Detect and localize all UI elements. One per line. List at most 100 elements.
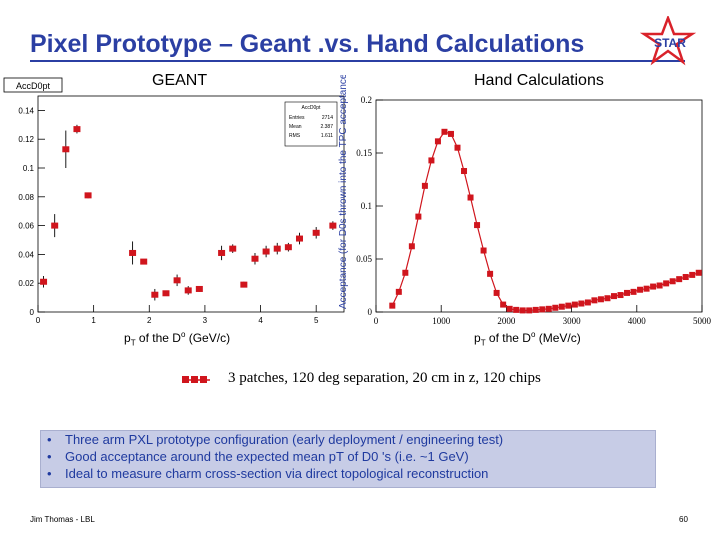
hand-data-point	[650, 283, 657, 290]
geant-data-point	[162, 290, 170, 297]
geant-data-point	[240, 281, 248, 288]
hand-data-point	[676, 276, 683, 283]
hand-data-point	[689, 271, 696, 278]
footer-author: Jim Thomas - LBL	[30, 515, 95, 524]
geant-y-tick-label: 0.02	[18, 279, 34, 288]
hand-data-point	[565, 302, 572, 309]
hand-data-point	[617, 292, 624, 299]
hand-data-point	[434, 138, 441, 145]
geant-axes: 0 0.02 0.04 0.06 0.08 0.1 0.12 0.14 0 1 2 3 4 5	[18, 106, 319, 325]
geant-data-point	[184, 287, 192, 294]
geant-x-axis-label: pT of the Do (GeV/c)	[124, 330, 231, 348]
hand-data-point	[578, 300, 585, 307]
legend-marker	[182, 376, 210, 383]
geant-x-tick-label: 3	[203, 316, 208, 325]
star-logo-icon	[640, 16, 696, 66]
hand-axes: 0 0.05 0.1 0.15 0.2 0 1000 2000 3000 4000 5000	[356, 95, 711, 326]
geant-data-point	[151, 291, 159, 298]
hand-data-point	[487, 270, 494, 277]
hand-x-tick-label: 0	[374, 316, 379, 326]
geant-y-tick-label: 0.08	[18, 193, 34, 202]
legend-square-2	[191, 376, 198, 383]
legend-square-1	[182, 376, 189, 383]
stats-entries-value: 2714	[322, 115, 333, 121]
stats-mean-label: Mean	[289, 124, 302, 130]
hand-x-tick-label: 2000	[497, 316, 516, 326]
hand-data-point	[552, 304, 559, 311]
hand-data-point	[447, 130, 454, 137]
stats-rms-label: RMS	[289, 133, 301, 139]
geant-x-tick-label: 1	[91, 316, 96, 325]
hand-data-point	[415, 213, 422, 220]
hand-data-point	[597, 296, 604, 303]
hand-data-point	[467, 194, 474, 201]
geant-data-point	[284, 244, 292, 251]
stats-name: AccD0pt	[302, 105, 322, 111]
hand-data-point	[461, 168, 468, 175]
hand-data-point	[591, 297, 598, 304]
stats-entries-label: Entries	[289, 115, 305, 121]
hand-data-point	[545, 305, 552, 312]
hand-data-point	[663, 280, 670, 287]
geant-y-tick-label: 0.14	[18, 106, 34, 115]
geant-data-point	[62, 146, 70, 153]
hand-data-point	[526, 307, 533, 314]
hand-data-point	[630, 288, 637, 295]
hand-data-point	[500, 301, 507, 308]
hand-data-point	[389, 302, 396, 309]
hand-plot-frame	[375, 99, 703, 313]
geant-y-tick-label: 0	[30, 308, 35, 317]
histo-title: AccD0pt	[16, 81, 51, 91]
star-logo: STAR	[640, 16, 696, 66]
geant-data-point	[273, 245, 281, 252]
hand-data-point	[682, 274, 689, 281]
hand-data-point	[610, 293, 617, 300]
geant-y-tick-label: 0.04	[18, 250, 34, 259]
right-panel-label: Hand Calculations	[474, 72, 604, 89]
geant-data-point	[73, 126, 81, 133]
hand-data-point	[558, 303, 565, 310]
hand-x-tick-label: 1000	[432, 316, 451, 326]
hand-x-axis-label: pT of the Do (MeV/c)	[474, 330, 581, 348]
hand-data-point	[584, 299, 591, 306]
star-logo-text: STAR	[654, 36, 686, 50]
geant-data-point	[218, 249, 226, 256]
bullet-1: Three arm PXL prototype configuration (e…	[47, 431, 655, 448]
hand-y-tick-label: 0	[368, 307, 373, 317]
geant-data-point	[84, 192, 92, 199]
hand-data-point	[395, 288, 402, 295]
hand-y-axis-label: Acceptance (for D0s thrown into the TPC …	[338, 75, 349, 309]
hand-y-tick-label: 0.15	[356, 148, 372, 158]
hand-data-point	[493, 289, 500, 296]
hand-data-point	[454, 144, 461, 151]
left-panel-label: GEANT	[152, 72, 208, 89]
hand-y-tick-label: 0.05	[356, 254, 372, 264]
geant-data-point	[51, 222, 59, 229]
charts-area: AccD0pt 00.020.040.060.080.10.120.140 1 2 3…	[3, 75, 712, 326]
hand-data-point	[480, 247, 487, 254]
stats-mean-value: 2.387	[320, 124, 333, 130]
hand-data-point	[571, 301, 578, 308]
geant-data-point	[40, 278, 48, 285]
geant-data-point	[195, 285, 203, 292]
bullet-2: Good acceptance around the expected mean…	[47, 448, 655, 465]
geant-y-tick-label: 0.1	[23, 164, 35, 173]
hand-data-point	[519, 307, 526, 314]
hand-data-point	[539, 306, 546, 313]
geant-data-point	[262, 248, 270, 255]
geant-data-point	[312, 229, 320, 236]
geant-data-point	[295, 235, 303, 242]
slide-title: Pixel Prototype – Geant .vs. Hand Calcul…	[30, 30, 585, 58]
hand-data-point	[532, 306, 539, 313]
geant-data-point	[229, 245, 237, 252]
hand-calc-chart: 0 0.05 0.1 0.15 0.2 0 1000 2000 3000 4000 5000 Acc…	[338, 75, 712, 326]
geant-y-tick-label: 0.06	[18, 222, 34, 231]
geant-y-tick-label: 0.12	[18, 135, 34, 144]
hand-data-point	[513, 306, 520, 313]
hand-data-point	[643, 285, 650, 292]
geant-data-point	[329, 222, 337, 229]
geant-data-point	[173, 277, 181, 284]
geant-chart: AccD0pt 0 0.02 0.04 0.06 0.08 0.1 0.12 0.14 0 1 2 3…	[3, 77, 345, 325]
hand-data-point	[624, 289, 631, 296]
geant-data-point	[251, 255, 259, 262]
